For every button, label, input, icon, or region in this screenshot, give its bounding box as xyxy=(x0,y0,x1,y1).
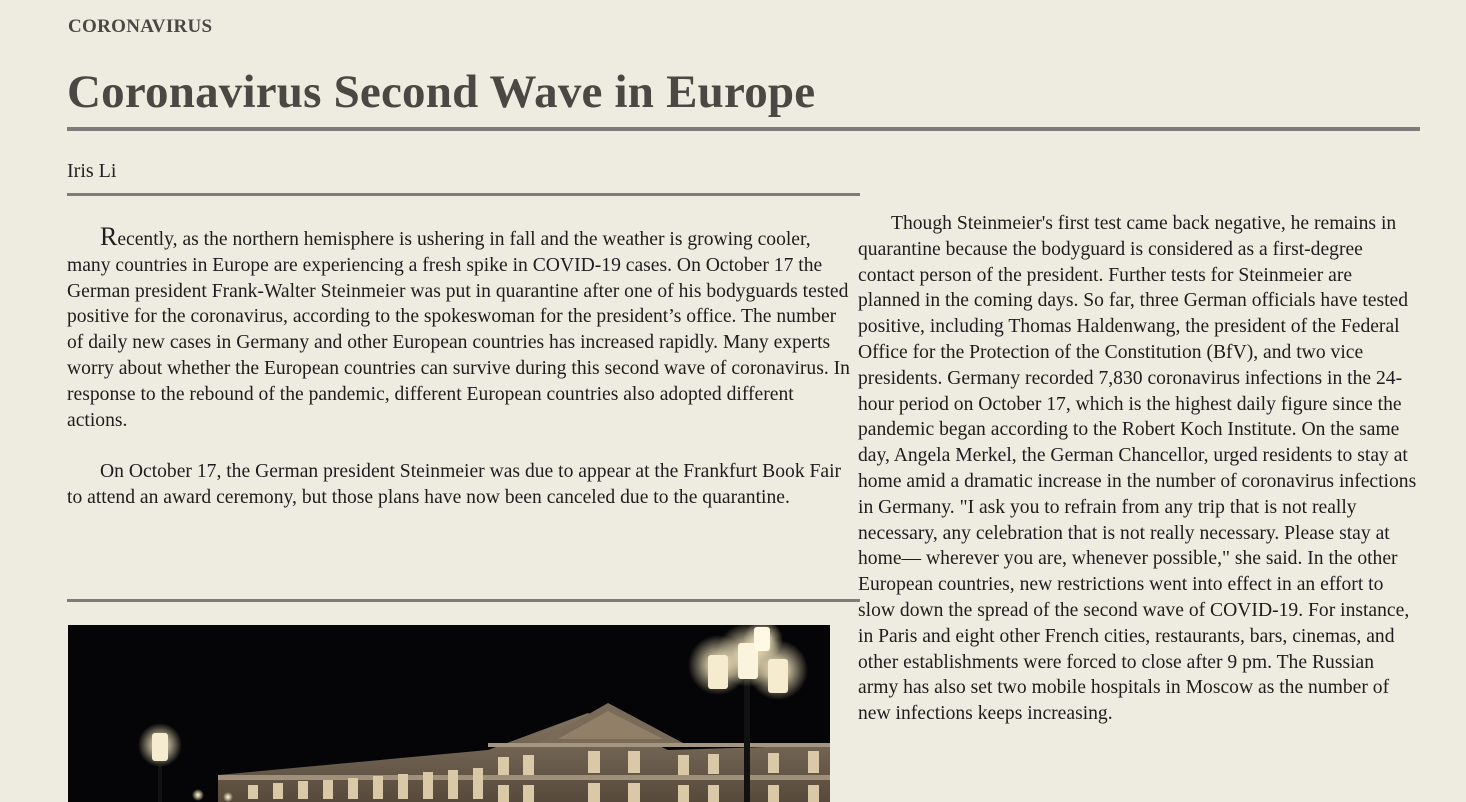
left-paragraph-1-text: ecently, as the northern hemisphere is u… xyxy=(67,229,850,431)
left-paragraph-2: On October 17, the German president Stei… xyxy=(67,461,842,509)
right-column: Though Steinmeier's first test came back… xyxy=(858,211,1418,727)
section-label: CORONAVIRUS xyxy=(68,16,213,37)
column-divider xyxy=(67,599,860,602)
headline-divider xyxy=(67,127,1420,131)
author-byline: Iris Li xyxy=(67,160,117,182)
left-paragraph-1: Recently, as the northern hemisphere is … xyxy=(67,224,857,433)
left-column: Recently, as the northern hemisphere is … xyxy=(67,224,857,537)
byline-divider xyxy=(67,193,860,196)
night-street-lamps-photo xyxy=(68,625,830,802)
right-paragraph-1: Though Steinmeier's first test came back… xyxy=(858,213,1417,725)
drop-cap: R xyxy=(100,222,118,251)
photo-illustration xyxy=(68,625,830,802)
article-headline: Coronavirus Second Wave in Europe xyxy=(67,66,816,118)
